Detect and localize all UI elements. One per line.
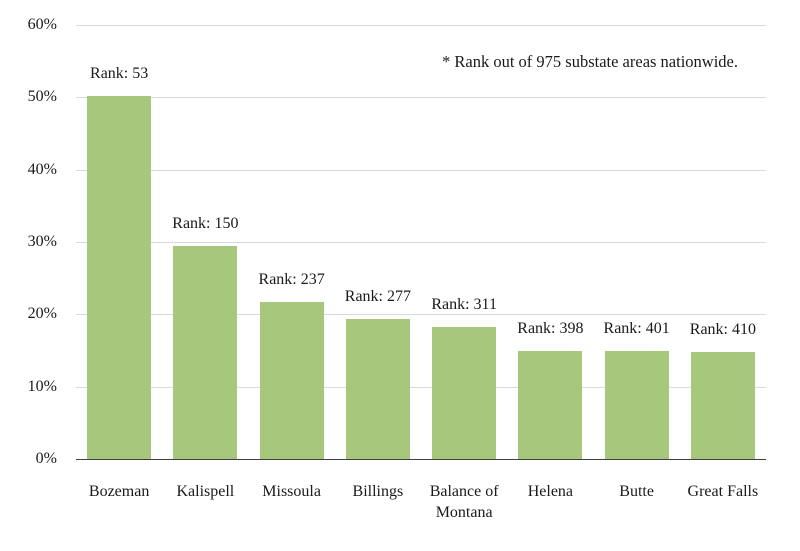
bar xyxy=(432,327,497,459)
x-category-label: Helena xyxy=(527,483,574,500)
bar-rank-label: Rank: 237 xyxy=(258,271,325,289)
y-tick-label: 10% xyxy=(27,377,57,395)
y-tick-label: 60% xyxy=(27,16,57,33)
y-tick-label: 0% xyxy=(35,450,57,467)
bar xyxy=(87,95,152,459)
gridline xyxy=(76,386,766,388)
y-tick-label: 30% xyxy=(27,233,57,250)
y-tick-label: 50% xyxy=(27,88,57,106)
bar-rank-label: Rank: 53 xyxy=(90,64,149,82)
plot-area: Rank: 53 Rank: 150 Rank: 237 Rank: 277 Rank:… xyxy=(76,25,766,460)
x-category-label: Balance of Montana xyxy=(429,483,499,521)
x-category-label: Billings xyxy=(352,483,404,500)
y-tick-label: 40% xyxy=(27,160,57,178)
gridline xyxy=(76,242,766,243)
bar xyxy=(518,350,583,459)
bar xyxy=(259,302,324,459)
bar-rank-label: Rank: 311 xyxy=(431,296,497,314)
bar-rank-label: Rank: 277 xyxy=(344,287,411,305)
y-tick-label: 20% xyxy=(27,305,57,323)
x-category-label: Missoula xyxy=(262,483,321,500)
gridline xyxy=(76,25,766,26)
bar-rank-label: Rank: 401 xyxy=(603,320,670,338)
bar xyxy=(604,351,669,459)
x-category-label: Great Falls xyxy=(687,483,759,500)
bar-rank-label: Rank: 410 xyxy=(689,320,756,338)
x-axis-line xyxy=(76,458,766,460)
gridline xyxy=(76,314,766,316)
x-axis: Bozeman Kalispell Missoula Billings Balance … xyxy=(76,481,766,523)
x-category-label: Kalispell xyxy=(176,483,235,500)
gridline xyxy=(76,97,766,99)
bar xyxy=(345,318,410,459)
bar-rank-label: Rank: 398 xyxy=(517,319,584,337)
bar-rank-label: Rank: 150 xyxy=(172,214,239,232)
x-category-label: Bozeman xyxy=(88,483,150,500)
x-category-label: Butte xyxy=(619,483,654,500)
bar xyxy=(690,351,755,459)
y-axis: 0% 10% 20% 30% 40% 50% 60% xyxy=(0,16,57,467)
bar xyxy=(173,245,238,459)
rank-footnote: * Rank out of 975 substate areas nationw… xyxy=(441,52,739,71)
gridline xyxy=(76,169,766,171)
